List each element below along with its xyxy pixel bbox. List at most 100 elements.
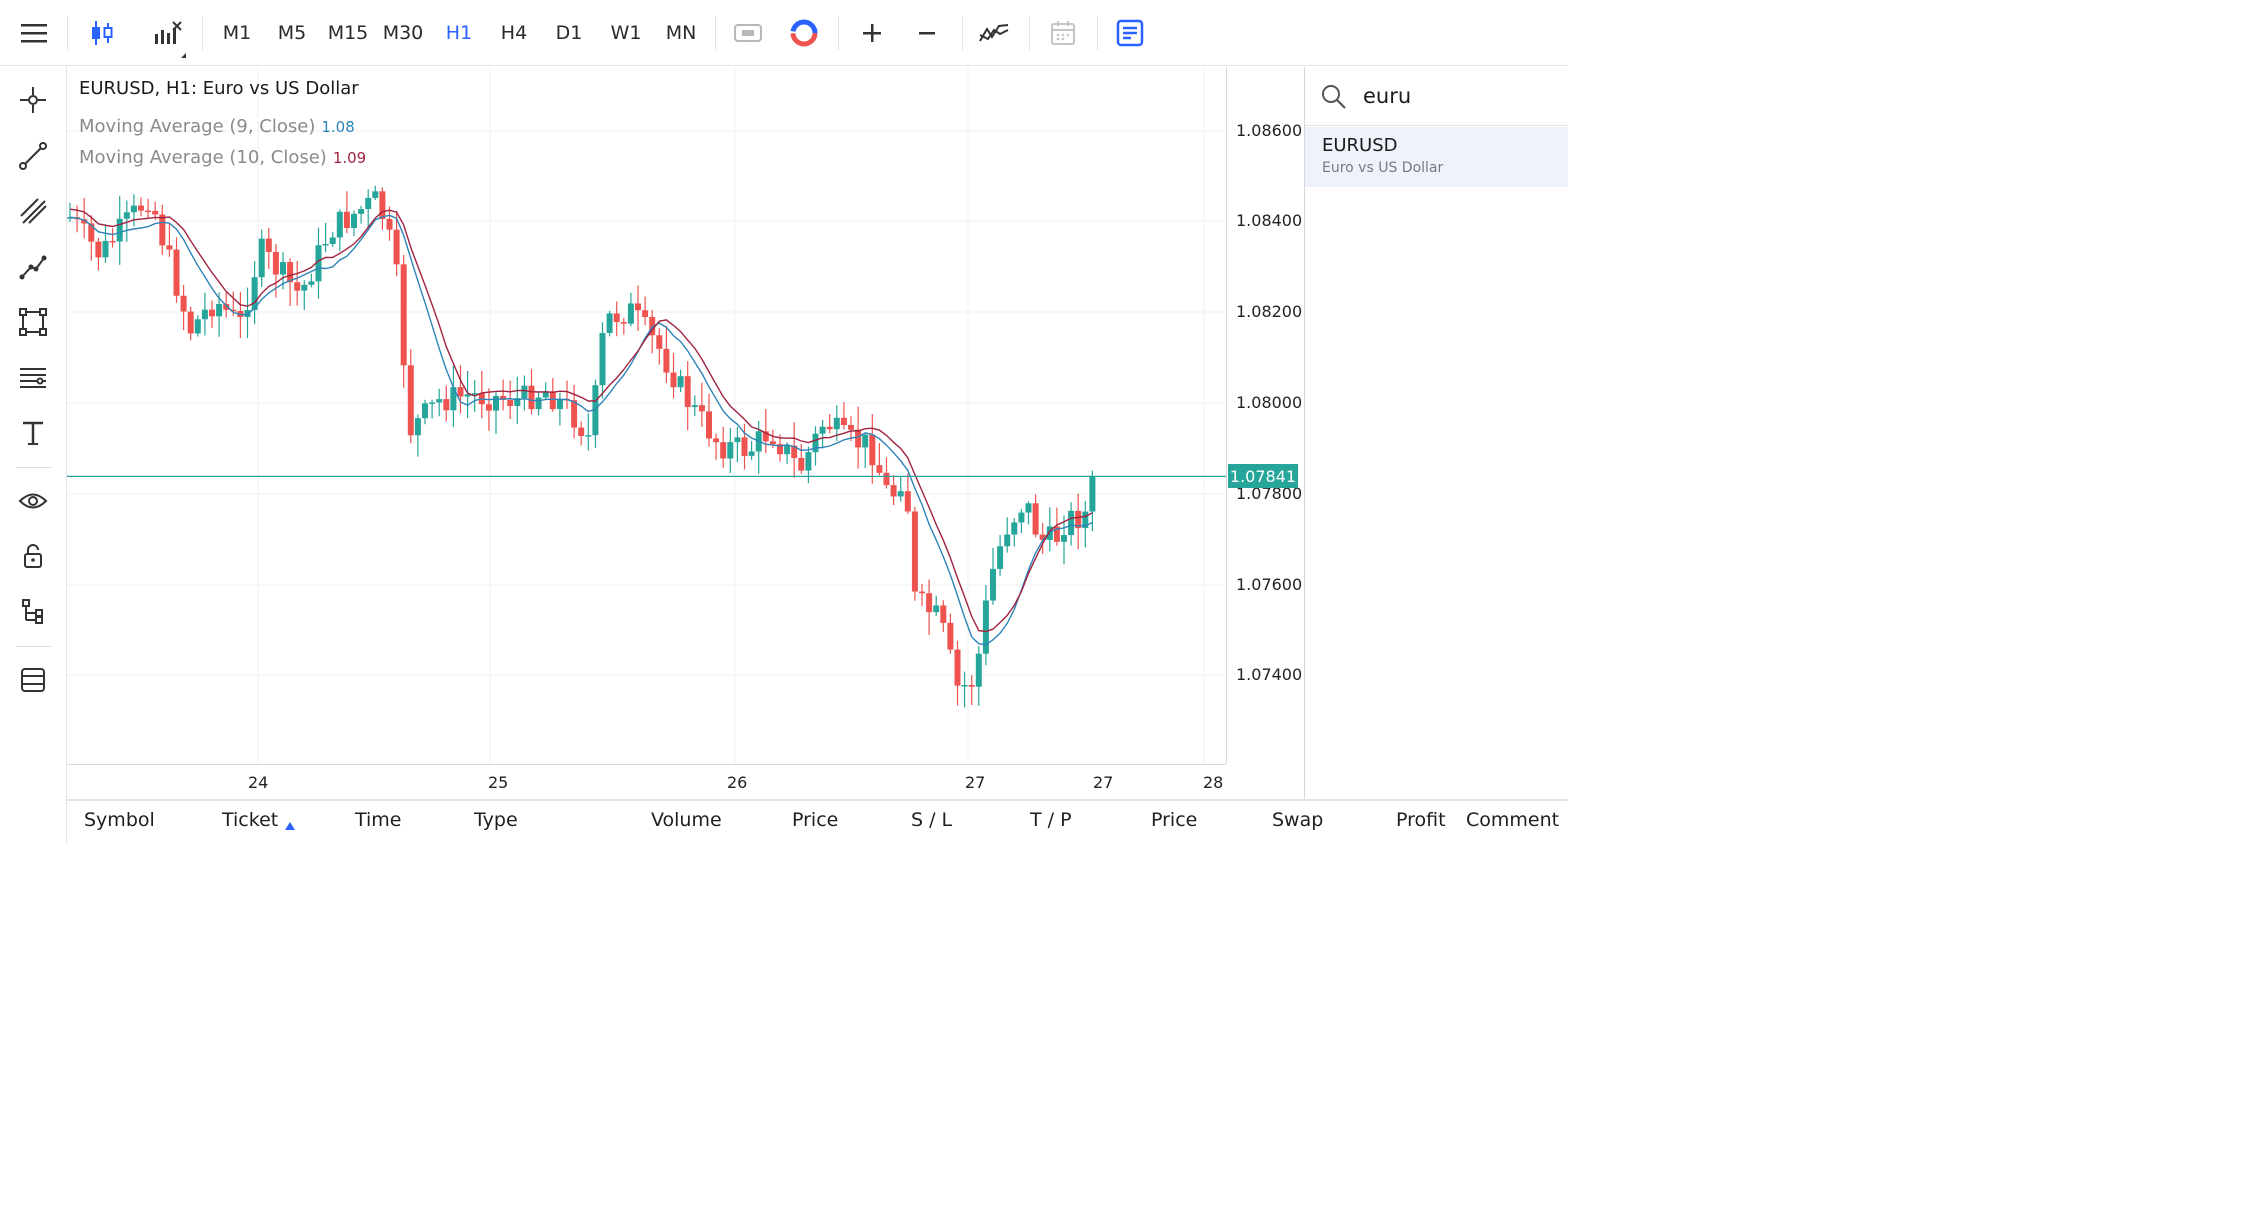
candle-body — [670, 372, 677, 388]
indicator-ma10-label: Moving Average (10, Close) — [79, 147, 327, 168]
candle-body — [798, 457, 805, 471]
candle-body — [301, 284, 308, 291]
candle-body — [521, 385, 528, 399]
candle-body — [997, 546, 1004, 569]
zoom-in-icon[interactable] — [852, 0, 892, 66]
indicator-lines-icon[interactable] — [974, 0, 1014, 66]
column-comment[interactable]: Comment — [1466, 809, 1560, 831]
candle-body — [457, 387, 464, 397]
result-symbol: EURUSD — [1322, 135, 1398, 156]
polyline-icon[interactable] — [12, 246, 54, 288]
column-type[interactable]: Type — [474, 809, 518, 831]
candle-body — [251, 277, 258, 310]
candle-body — [1068, 510, 1075, 536]
search-input[interactable]: euru — [1363, 84, 1412, 108]
column-time[interactable]: Time — [355, 809, 402, 831]
symbol-info-icon[interactable] — [1110, 0, 1150, 66]
text-tool-icon[interactable] — [12, 412, 54, 454]
column-volume[interactable]: Volume — [651, 809, 722, 831]
candle-body — [869, 434, 876, 466]
indicator-ma10[interactable]: Moving Average (10, Close) 1.09 — [79, 147, 366, 168]
indicator-ma9[interactable]: Moving Average (9, Close) 1.08 — [79, 116, 355, 137]
candle-body — [911, 511, 918, 592]
column-ticket[interactable]: Ticket — [222, 809, 279, 831]
candle-body — [954, 649, 961, 686]
candle-body — [258, 238, 265, 278]
search-box[interactable] — [1305, 67, 1568, 126]
column-stop-loss[interactable]: S / L — [911, 809, 953, 831]
timeframe-d1[interactable]: D1 — [555, 22, 583, 44]
search-result-item[interactable] — [1305, 127, 1568, 187]
candle-body — [194, 319, 201, 334]
menu-icon[interactable] — [14, 0, 54, 66]
candle-body — [812, 433, 819, 453]
candle-body — [592, 385, 599, 436]
candle-body — [450, 387, 457, 411]
candle-body — [187, 311, 194, 334]
channel-tool-icon[interactable] — [12, 190, 54, 232]
timeframe-m30[interactable]: M30 — [382, 22, 424, 44]
ma9-line — [69, 214, 1093, 646]
crosshair-icon[interactable] — [12, 79, 54, 121]
column-swap[interactable]: Swap — [1272, 809, 1324, 831]
candle-body — [556, 398, 563, 410]
lock-icon[interactable] — [12, 535, 54, 577]
calendar-icon[interactable] — [1043, 0, 1083, 66]
candle-body — [109, 240, 116, 243]
column-current-price[interactable]: Price — [1151, 809, 1198, 831]
time-label: 26 — [727, 773, 748, 792]
candle-body — [294, 282, 301, 291]
column-take-profit[interactable]: T / P — [1030, 809, 1072, 831]
timeframe-m5[interactable]: M5 — [277, 22, 307, 44]
candle-body — [322, 244, 329, 246]
candle-body — [635, 303, 641, 311]
shapes-icon[interactable] — [12, 301, 54, 343]
candle-body — [585, 435, 592, 437]
trend-line-icon[interactable] — [12, 135, 54, 177]
timeframe-m15[interactable]: M15 — [327, 22, 369, 44]
timeframe-m1[interactable]: M1 — [222, 22, 252, 44]
timeframe-h1[interactable]: H1 — [445, 22, 473, 44]
fibonacci-icon[interactable] — [12, 357, 54, 399]
candle-body — [201, 309, 208, 320]
left-drawing-toolbar — [0, 66, 67, 843]
column-symbol[interactable]: Symbol — [84, 809, 155, 831]
candlestick-chart-icon[interactable] — [82, 0, 122, 66]
zoom-out-icon[interactable] — [907, 0, 947, 66]
price-level-label: 1.07400 — [1236, 665, 1303, 684]
time-axis[interactable] — [67, 764, 1226, 798]
symbol-search-panel — [1304, 67, 1568, 800]
candle-body — [166, 245, 173, 250]
candle-body — [1089, 476, 1096, 512]
candle-body — [436, 399, 443, 403]
candle-body — [400, 264, 407, 366]
time-label: 25 — [488, 773, 509, 792]
candle-body — [493, 395, 499, 411]
timeframe-mn[interactable]: MN — [665, 22, 697, 44]
timeframe-h4[interactable]: H4 — [500, 22, 528, 44]
object-tree-icon[interactable] — [12, 591, 54, 633]
candle-body — [414, 418, 421, 436]
column-profit[interactable]: Profit — [1396, 809, 1446, 831]
candle-body — [514, 398, 521, 407]
candle-body — [542, 391, 549, 398]
column-price[interactable]: Price — [792, 809, 839, 831]
candle-body — [571, 400, 578, 428]
timeframe-w1[interactable]: W1 — [610, 22, 642, 44]
trade-icon[interactable] — [784, 0, 824, 66]
eye-icon[interactable] — [12, 480, 54, 522]
candle-body — [407, 365, 414, 436]
trade-table-header — [67, 799, 1568, 843]
one-click-trading-icon[interactable] — [728, 0, 768, 66]
candle-body — [663, 348, 670, 373]
candle-body — [777, 444, 783, 455]
indicator-ma10-value: 1.09 — [332, 149, 367, 167]
layers-icon[interactable] — [12, 659, 54, 701]
price-chart[interactable] — [67, 67, 1226, 764]
candle-body — [940, 605, 947, 623]
indicators-icon[interactable] — [148, 0, 188, 66]
candle-body — [982, 600, 989, 654]
candle-body — [422, 403, 428, 419]
price-axis[interactable] — [1226, 67, 1304, 764]
candle-body — [620, 322, 627, 324]
